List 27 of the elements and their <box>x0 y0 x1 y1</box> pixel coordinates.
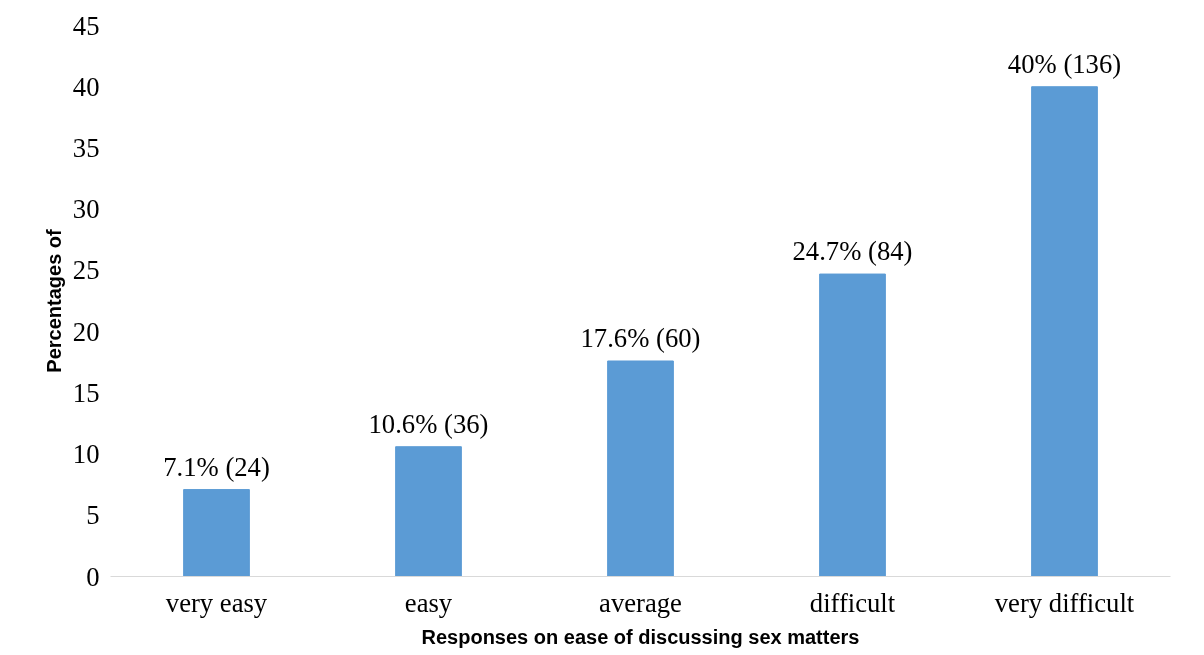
y-tick-label: 25 <box>72 255 100 286</box>
x-tick-label: difficult <box>809 587 896 618</box>
y-tick-label: 0 <box>86 561 100 592</box>
bar <box>607 360 674 577</box>
bar <box>395 446 462 577</box>
y-tick-label: 30 <box>72 194 100 225</box>
bar <box>1031 86 1098 577</box>
y-tick-label: 35 <box>72 132 100 163</box>
data-label: 24.7% (84) <box>792 236 913 267</box>
data-label: 40% (136) <box>1007 48 1122 79</box>
data-label: 7.1% (24) <box>163 451 270 482</box>
y-tick-label: 10 <box>72 439 100 470</box>
bar <box>819 273 886 577</box>
y-tick-label: 20 <box>72 316 100 347</box>
y-tick-label: 40 <box>72 71 100 102</box>
data-label: 10.6% (36) <box>368 408 489 439</box>
x-tick-label: average <box>599 587 682 618</box>
x-axis-title: Responses on ease of discussing sex matters <box>421 625 860 648</box>
x-tick-label: very difficult <box>994 587 1135 618</box>
y-tick-label: 45 <box>72 10 100 41</box>
data-label: 17.6% (60) <box>580 323 701 353</box>
y-tick-label: 5 <box>86 500 100 531</box>
bar <box>183 489 250 577</box>
x-tick-label: very easy <box>165 587 268 618</box>
y-tick-label: 15 <box>72 377 100 408</box>
x-tick-label: easy <box>404 587 453 618</box>
y-axis-title: Percentages of <box>42 228 65 373</box>
